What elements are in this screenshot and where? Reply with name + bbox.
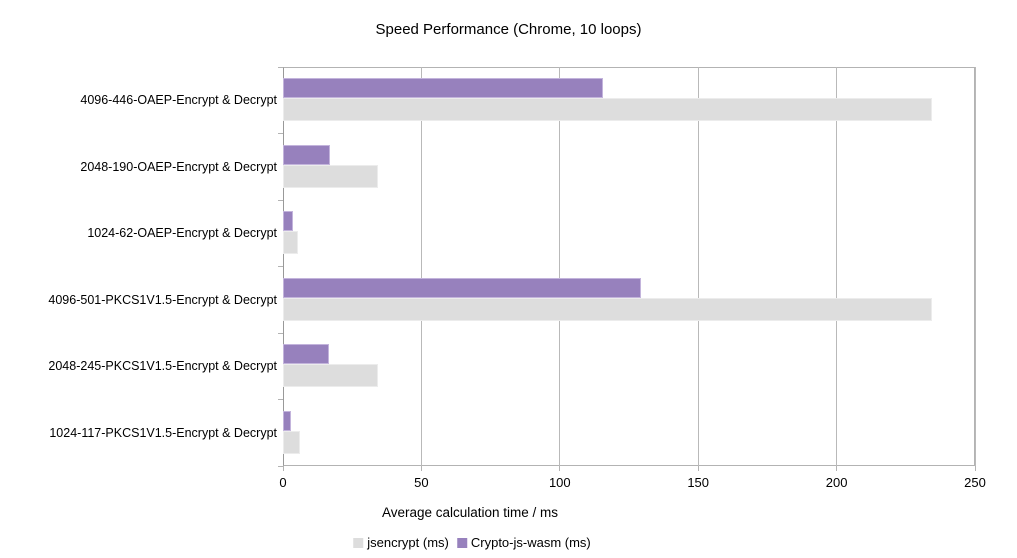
x-axis-tick-label: 200 xyxy=(825,475,848,490)
y-axis-label: 2048-190-OAEP-Encrypt & Decrypt xyxy=(80,159,277,174)
x-axis-tick xyxy=(836,466,838,471)
legend-label: Crypto-js-wasm (ms) xyxy=(470,535,591,550)
y-axis-label: 1024-62-OAEP-Encrypt & Decrypt xyxy=(87,226,277,241)
gridline xyxy=(697,67,699,466)
bar-crypto-js-wasm-ms xyxy=(283,144,331,165)
y-axis-tick xyxy=(278,199,283,201)
bar-crypto-js-wasm-ms xyxy=(283,211,294,231)
gridline xyxy=(836,67,838,466)
y-axis-tick xyxy=(278,399,283,400)
x-axis-tick xyxy=(697,466,699,471)
plot-area xyxy=(283,67,975,466)
bar-jsencrypt-ms xyxy=(283,430,300,454)
x-axis-title: Average calculation time / ms xyxy=(381,505,559,520)
y-axis-label: 4096-446-OAEP-Encrypt & Decrypt xyxy=(80,93,277,108)
bar-jsencrypt-ms xyxy=(283,164,379,188)
legend-label: jsencrypt (ms) xyxy=(367,535,449,550)
x-axis-tick-label: 100 xyxy=(548,475,571,490)
legend-swatch-icon xyxy=(353,537,364,548)
legend-item-jsencrypt-ms: jsencrypt (ms) xyxy=(353,535,449,550)
gridline xyxy=(420,67,422,466)
x-axis-tick xyxy=(559,466,561,471)
y-axis-tick xyxy=(278,465,283,467)
y-axis-tick xyxy=(278,133,283,134)
bar-jsencrypt-ms xyxy=(283,297,933,321)
chart-title: Speed Performance (Chrome, 10 loops) xyxy=(375,21,642,38)
x-axis-tick xyxy=(420,466,422,471)
bar-jsencrypt-ms xyxy=(283,231,299,254)
y-axis-tick xyxy=(278,332,283,334)
y-axis-tick xyxy=(278,266,283,267)
gridline xyxy=(974,67,976,466)
y-axis-tick xyxy=(278,66,283,68)
bar-crypto-js-wasm-ms xyxy=(283,277,642,298)
bar-crypto-js-wasm-ms xyxy=(283,410,292,431)
bar-crypto-js-wasm-ms xyxy=(283,78,603,98)
gridline xyxy=(559,67,561,466)
x-axis-tick xyxy=(974,466,976,471)
x-axis-tick-label: 0 xyxy=(279,475,287,490)
legend: jsencrypt (ms) Crypto-js-wasm (ms) xyxy=(353,535,591,550)
bar-crypto-js-wasm-ms xyxy=(283,344,329,364)
bar-jsencrypt-ms xyxy=(283,98,933,121)
y-axis-label: 4096-501-PKCS1V1.5-Encrypt & Decrypt xyxy=(48,292,277,307)
x-axis-tick-label: 250 xyxy=(964,475,986,490)
legend-item-crypto-js-wasm-ms: Crypto-js-wasm (ms) xyxy=(456,535,591,550)
y-axis-label: 1024-117-PKCS1V1.5-Encrypt & Decrypt xyxy=(49,425,277,440)
x-axis-tick xyxy=(282,466,284,471)
bar-jsencrypt-ms xyxy=(283,364,379,387)
x-axis-tick-label: 150 xyxy=(687,475,710,490)
legend-swatch-icon xyxy=(456,537,467,548)
y-axis-label: 2048-245-PKCS1V1.5-Encrypt & Decrypt xyxy=(48,359,277,374)
x-axis-tick-label: 50 xyxy=(414,475,429,490)
